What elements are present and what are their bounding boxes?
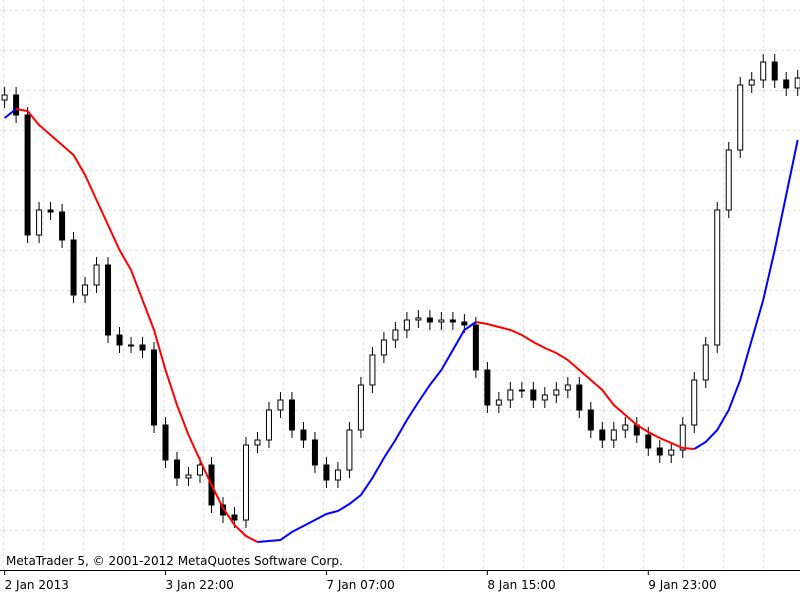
- candle-body: [541, 394, 548, 401]
- candle-body: [174, 459, 181, 479]
- candle-body: [438, 319, 445, 323]
- candle-body: [36, 209, 43, 236]
- candle-body: [702, 344, 709, 381]
- candle-body: [59, 211, 66, 241]
- candle-body: [357, 384, 364, 431]
- candle-body: [645, 434, 652, 449]
- candle-body: [288, 399, 295, 431]
- candle-body: [553, 389, 560, 396]
- plot: [1, 54, 800, 543]
- candle-body: [380, 339, 387, 356]
- moving-average: [257, 321, 477, 543]
- x-tick-label: 8 Jan 15:00: [487, 578, 555, 592]
- candle-body: [518, 389, 525, 392]
- candle-body: [139, 344, 146, 351]
- candle-body: [783, 79, 790, 89]
- candle-body: [277, 399, 284, 411]
- candle-body: [599, 429, 606, 441]
- x-tick-label: 9 Jan 23:00: [648, 578, 716, 592]
- candle-body: [656, 447, 663, 456]
- candle-body: [47, 209, 54, 213]
- candle-body: [449, 319, 456, 323]
- candle-body: [105, 264, 112, 336]
- grid: [0, 0, 800, 570]
- candle-body: [369, 354, 376, 386]
- candle-body: [576, 384, 583, 411]
- candle-body: [162, 424, 169, 461]
- candle-body: [24, 114, 31, 236]
- candle-body: [392, 329, 399, 341]
- candle-body: [461, 321, 468, 326]
- candle-body: [116, 334, 123, 346]
- moving-average: [15, 108, 258, 543]
- candle-body: [1, 94, 8, 101]
- x-tick-label: 2 Jan 2013: [5, 578, 69, 592]
- candle-body: [403, 319, 410, 331]
- candle-body: [794, 77, 800, 89]
- candle-body: [93, 264, 100, 286]
- watermark: MetaTrader 5, © 2001-2012 MetaQuotes Sof…: [6, 554, 343, 568]
- candle-body: [254, 439, 261, 446]
- candle-body: [300, 429, 307, 441]
- candle-body: [185, 474, 192, 479]
- candle-body: [82, 284, 89, 296]
- candle-body: [415, 317, 422, 321]
- candle-body: [426, 317, 433, 323]
- candle-body: [530, 389, 537, 401]
- candle-body: [507, 389, 514, 401]
- x-tick-label: 7 Jan 07:00: [326, 578, 394, 592]
- x-tick-label: 3 Jan 22:00: [166, 578, 234, 592]
- candle-body: [323, 464, 330, 481]
- candle-body: [334, 469, 341, 481]
- candle-body: [714, 209, 721, 346]
- candle-body: [564, 384, 571, 391]
- candle-body: [668, 449, 675, 456]
- candle-body: [610, 429, 617, 441]
- candle-body: [691, 379, 698, 426]
- candle-body: [242, 444, 249, 521]
- candle-body: [679, 424, 686, 451]
- candle-body: [346, 429, 353, 471]
- moving-average: [3, 108, 17, 119]
- candle-body: [151, 349, 158, 426]
- candle-body: [760, 61, 767, 81]
- candle-body: [128, 344, 135, 347]
- candle-body: [311, 439, 318, 466]
- candle-body: [748, 79, 755, 86]
- candle-body: [725, 149, 732, 211]
- candle-body: [495, 399, 502, 406]
- candle-body: [587, 409, 594, 431]
- moving-average: [693, 139, 799, 450]
- candle-body: [197, 464, 203, 476]
- candle-body: [70, 239, 77, 296]
- candle-body: [13, 94, 20, 116]
- candle-body: [771, 61, 778, 81]
- candle-body: [737, 84, 744, 151]
- candle-body: [472, 324, 479, 371]
- candle-body: [265, 409, 272, 441]
- candle-body: [231, 514, 238, 521]
- candle-body: [484, 369, 491, 406]
- candle-body: [622, 424, 629, 431]
- moving-average: [475, 321, 695, 450]
